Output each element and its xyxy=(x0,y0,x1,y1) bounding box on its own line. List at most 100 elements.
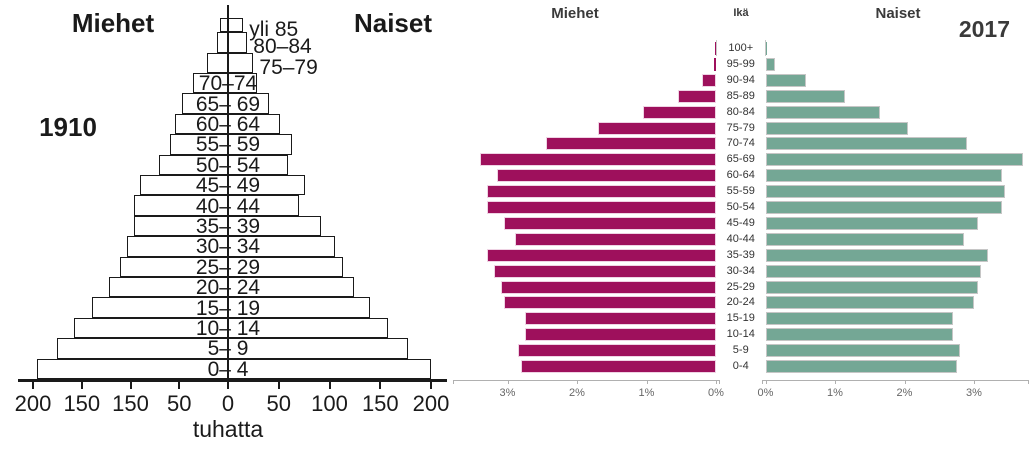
pyramid-2017-bar-male xyxy=(517,344,716,358)
pyramid-2017-bar-male xyxy=(497,169,716,183)
pyramid-2017-bar-male xyxy=(493,264,716,278)
pyramid-2017-bar-female xyxy=(765,169,1002,183)
pyramid-2017-bar-female xyxy=(765,73,806,87)
pyramid-2017-bar-male xyxy=(486,201,716,214)
pyramid-1910-age-label: 65– 69 xyxy=(195,92,261,116)
pyramid-2017-age-label: 35-39 xyxy=(726,248,755,261)
pyramid-2017-age-label: 50-54 xyxy=(726,201,755,213)
pyramid-2017-bar-female xyxy=(765,312,954,326)
pyramid-2017-age-label: 45-49 xyxy=(726,216,755,229)
pyramid-1910-age-label: 60– 64 xyxy=(195,113,261,136)
pyramid-1910-x-tick xyxy=(430,381,432,389)
pyramid-1910-age-label: 55– 59 xyxy=(195,133,261,157)
pyramid-1910-x-tick xyxy=(379,381,382,389)
pyramid-2017-male-axis-line xyxy=(453,380,720,381)
pyramid-2017-male-axis-tick xyxy=(507,380,509,384)
pyramid-1910-bar xyxy=(206,52,254,73)
pyramid-2017-male-axis-tick xyxy=(716,380,717,384)
pyramid-2017-age-label: 65-69 xyxy=(726,153,755,166)
pyramid-2017-female-axis-tick-label: 1% xyxy=(827,387,843,399)
pyramid-2017-bar-male xyxy=(504,296,716,310)
pyramid-2017-male-axis-tick xyxy=(577,380,578,384)
pyramid-1910-bar xyxy=(182,93,269,114)
pyramid-1910-age-label: 15– 19 xyxy=(195,296,261,320)
pyramid-2017-bar-female xyxy=(765,57,775,71)
pyramid-2017-bar-male xyxy=(715,42,716,55)
pyramid-2017-female-axis-stub xyxy=(765,40,766,56)
pyramid-1910-bar xyxy=(192,73,258,94)
pyramid-2017-bar-female xyxy=(765,216,978,230)
pyramid-2017-female-axis-tick xyxy=(765,380,767,384)
pyramid-1910-bar xyxy=(134,195,299,216)
pyramid-2017-bar-female xyxy=(765,42,767,55)
pyramid-1910-age-label: 80–84 xyxy=(253,35,312,59)
pyramid-1910-x-axis-line xyxy=(18,379,447,382)
pyramid-1910-x-tick-label: 150 xyxy=(112,391,149,416)
pyramid-2017-bar-female xyxy=(765,264,981,278)
pyramid-1910-bar xyxy=(57,338,408,359)
pyramid-1910-title-miehet: Miehet xyxy=(71,8,155,38)
pyramid-1910-age-label: 20– 24 xyxy=(195,276,261,300)
pyramid-2017-age-label: 60-64 xyxy=(726,169,755,182)
pyramid-1910-age-label: 10– 14 xyxy=(195,317,261,340)
pyramid-1910-bar xyxy=(217,32,248,53)
pyramid-2017-bar-male xyxy=(500,280,716,294)
pyramid-1910-age-label: 70–74 xyxy=(198,72,258,96)
pyramid-2017-female-axis-tick-label: 3% xyxy=(966,387,982,399)
pyramid-2017-female-axis-tick-label: 2% xyxy=(896,387,913,399)
pyramid-2017-bar-male xyxy=(713,57,716,71)
pyramid-1910-x-tick-label: 50 xyxy=(266,391,292,416)
pyramid-1910-bar xyxy=(169,134,292,155)
pyramid-1910-age-label: 0– 4 xyxy=(207,357,249,381)
pyramid-1910-x-axis-title: tuhatta xyxy=(192,416,264,442)
pyramid-2017-female-axis-tick-label: 0% xyxy=(757,387,774,399)
pyramid-2017-axis-end-tick xyxy=(453,380,455,384)
pyramid-2017-age-label: 20-24 xyxy=(726,296,755,309)
pyramid-2017-bar-female xyxy=(765,121,908,135)
pyramid-2017-male-axis-tick-label: 1% xyxy=(638,387,655,399)
pyramid-2017-bar-male xyxy=(524,328,716,342)
pyramid-2017-age-label: 100+ xyxy=(728,42,754,54)
pyramid-2017-bar-male xyxy=(521,360,716,373)
pyramid-1910-age-label: 5– 9 xyxy=(207,337,249,361)
pyramid-1910-x-tick-label: 150 xyxy=(361,391,399,416)
pyramid-1910-age-label: yli 85 xyxy=(249,18,299,42)
pyramid-2017-female-axis-tick xyxy=(974,380,975,384)
pyramid-2017-age-label: 30-34 xyxy=(726,264,755,277)
pyramid-2017-bar-male xyxy=(486,248,716,262)
pyramid-1910-x-tick xyxy=(277,381,280,389)
pyramid-2017-age-label: 15-19 xyxy=(726,312,755,325)
pyramid-2017-age-label: 5-9 xyxy=(732,344,749,357)
pyramid-1910-x-tick xyxy=(80,381,83,389)
pyramid-1910-age-label: 35– 39 xyxy=(195,215,261,238)
pyramid-1910-bar xyxy=(109,277,354,298)
pyramid-2017-female-axis-tick xyxy=(904,380,906,384)
pyramid-2017-bar-female xyxy=(765,105,881,119)
pyramid-2017-bar-female xyxy=(765,185,1006,199)
pyramid-1910-x-tick xyxy=(227,381,229,389)
pyramid-2017-age-label: 85-89 xyxy=(726,89,755,102)
pyramid-1910-age-label: 45– 49 xyxy=(195,174,261,198)
pyramid-2017-bar-female xyxy=(765,201,1002,214)
pyramid-1910: Miehet Naiset 1910 0– 4 5– 9 10– 14 15– 19 2… xyxy=(0,0,450,464)
pyramid-2017-bar-female xyxy=(765,296,974,310)
pyramid-1910-bar xyxy=(126,236,335,257)
pyramid-2017-bar-male xyxy=(504,216,716,230)
pyramid-1910-bar xyxy=(119,256,343,277)
pyramid-2017-bar-male xyxy=(677,89,716,103)
pyramid-2017-age-label: 0-4 xyxy=(732,360,749,372)
pyramid-2017-age-label: 95-99 xyxy=(726,57,755,70)
pyramid-1910-bar xyxy=(158,154,288,175)
pyramid-2017-age-label: 10-14 xyxy=(726,328,755,341)
pyramid-2017-female-axis-tick xyxy=(835,380,836,384)
pyramid-2017-age-label: 40-44 xyxy=(726,232,755,245)
pyramid-2017-male-axis-tick xyxy=(646,380,648,384)
pyramid-1910-age-label: 50– 54 xyxy=(195,153,261,177)
pyramid-2017-male-axis-tick-label: 2% xyxy=(569,387,585,399)
pyramid-2017-bar-female xyxy=(765,248,988,262)
pyramid-1910-x-tick-label: 50 xyxy=(167,391,192,416)
pyramid-2017-age-label: 75-79 xyxy=(726,121,755,134)
pyramid-2017-bar-male xyxy=(702,73,716,87)
pyramid-1910-x-tick-label: 200 xyxy=(412,391,450,416)
